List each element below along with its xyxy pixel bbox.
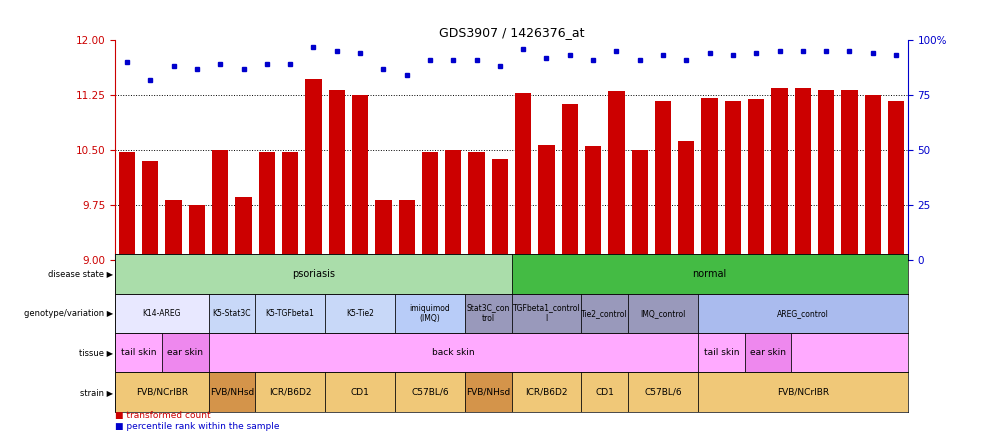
Bar (747, 99, 764, 260)
Bar (208, 333, 697, 373)
Bar (305, 79, 322, 260)
Bar (282, 152, 298, 260)
Bar (395, 293, 465, 333)
Text: ■ percentile rank within the sample: ■ percentile rank within the sample (115, 422, 280, 431)
Text: ear skin: ear skin (167, 348, 203, 357)
Bar (468, 152, 484, 260)
Bar (627, 293, 697, 333)
Bar (887, 101, 904, 260)
Text: tail skin: tail skin (702, 348, 738, 357)
Bar (161, 333, 208, 373)
Text: IMQ_control: IMQ_control (639, 309, 685, 318)
Text: K5-TGFbeta1: K5-TGFbeta1 (266, 309, 315, 318)
Bar (445, 150, 461, 260)
Text: C57BL/6: C57BL/6 (411, 388, 448, 396)
Bar (422, 152, 438, 260)
Bar (115, 293, 208, 333)
Bar (841, 90, 857, 260)
Bar (375, 200, 391, 260)
Bar (255, 293, 325, 333)
Bar (697, 293, 907, 333)
Bar (818, 90, 834, 260)
Text: C57BL/6: C57BL/6 (643, 388, 681, 396)
Bar (325, 373, 395, 412)
Bar (700, 98, 717, 260)
Text: genotype/variation ▶: genotype/variation ▶ (24, 309, 113, 318)
Bar (864, 95, 880, 260)
Bar (677, 141, 693, 260)
Bar (697, 373, 907, 412)
Bar (255, 373, 325, 412)
Text: tail skin: tail skin (121, 348, 156, 357)
Text: FVB/NCrIBR: FVB/NCrIBR (135, 388, 187, 396)
Bar (188, 205, 204, 260)
Text: psoriasis: psoriasis (292, 269, 335, 279)
Bar (465, 293, 511, 333)
Bar (325, 293, 395, 333)
Bar (654, 101, 670, 260)
Bar (791, 333, 907, 373)
Bar (118, 152, 135, 260)
Bar (491, 159, 508, 260)
Bar (511, 254, 907, 293)
Text: K5-Tie2: K5-Tie2 (346, 309, 374, 318)
Text: Tie2_control: Tie2_control (581, 309, 627, 318)
Bar (235, 198, 252, 260)
Bar (211, 150, 228, 260)
Text: strain ▶: strain ▶ (80, 388, 113, 396)
Bar (581, 293, 627, 333)
Text: FVB/NCrIBR: FVB/NCrIBR (776, 388, 828, 396)
Bar (511, 373, 581, 412)
Bar (115, 254, 511, 293)
Text: FVB/NHsd: FVB/NHsd (209, 388, 254, 396)
Text: AREG_control: AREG_control (777, 309, 828, 318)
Text: K5-Stat3C: K5-Stat3C (212, 309, 250, 318)
Text: CD1: CD1 (595, 388, 613, 396)
Bar (352, 95, 368, 260)
Bar (584, 146, 600, 260)
Text: TGFbeta1_control
l: TGFbeta1_control l (512, 304, 580, 323)
Bar (511, 293, 581, 333)
Text: ICR/B6D2: ICR/B6D2 (525, 388, 567, 396)
Bar (514, 93, 531, 260)
Bar (538, 145, 554, 260)
Text: K14-AREG: K14-AREG (142, 309, 181, 318)
Text: FVB/NHsd: FVB/NHsd (466, 388, 510, 396)
Text: back skin: back skin (432, 348, 474, 357)
Text: Stat3C_con
trol: Stat3C_con trol (466, 304, 509, 323)
Bar (165, 200, 181, 260)
Bar (395, 373, 465, 412)
Bar (607, 91, 624, 260)
Text: ■ transformed count: ■ transformed count (115, 411, 210, 420)
Bar (398, 200, 415, 260)
Bar (627, 373, 697, 412)
Bar (465, 373, 511, 412)
Bar (115, 333, 161, 373)
Bar (697, 333, 743, 373)
Bar (208, 373, 255, 412)
Bar (329, 90, 345, 260)
Bar (115, 373, 208, 412)
Text: ear skin: ear skin (749, 348, 786, 357)
Bar (208, 293, 255, 333)
Text: imiquimod
(IMQ): imiquimod (IMQ) (409, 304, 450, 323)
Bar (724, 101, 740, 260)
Title: GDS3907 / 1426376_at: GDS3907 / 1426376_at (438, 26, 584, 39)
Bar (581, 373, 627, 412)
Text: CD1: CD1 (351, 388, 369, 396)
Bar (743, 333, 791, 373)
Text: ICR/B6D2: ICR/B6D2 (269, 388, 311, 396)
Bar (631, 150, 647, 260)
Text: disease state ▶: disease state ▶ (48, 270, 113, 278)
Bar (771, 87, 787, 260)
Bar (259, 152, 275, 260)
Text: tissue ▶: tissue ▶ (79, 348, 113, 357)
Bar (794, 87, 811, 260)
Text: normal: normal (691, 269, 726, 279)
Bar (142, 161, 158, 260)
Bar (561, 104, 577, 260)
